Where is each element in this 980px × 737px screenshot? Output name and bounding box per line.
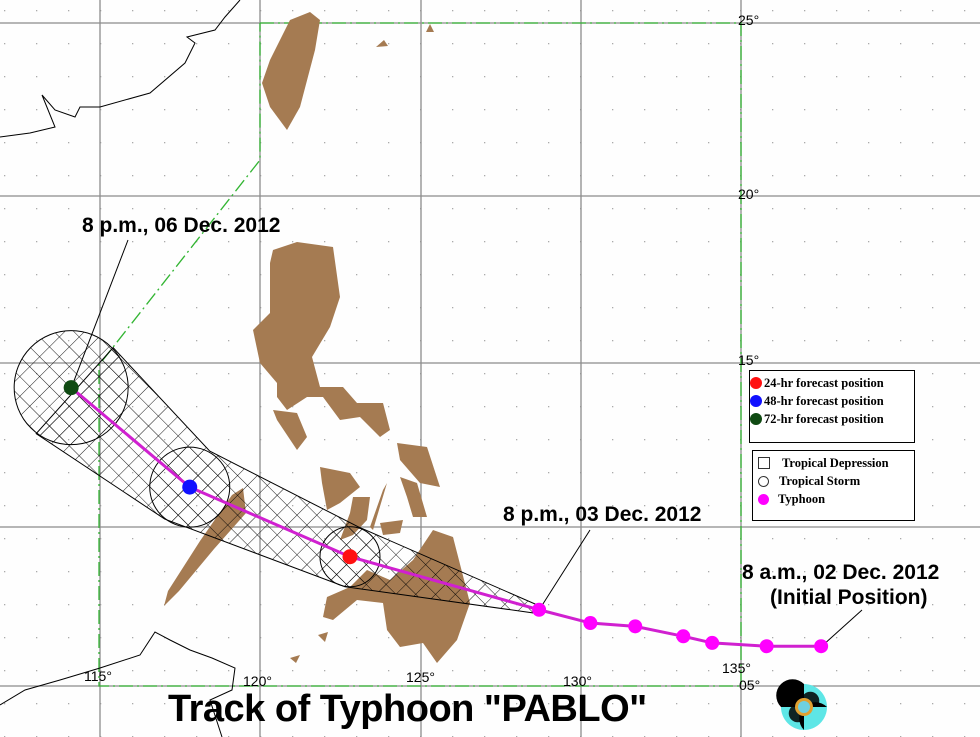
- leyte: [400, 477, 427, 517]
- legend-label: Tropical Depression: [782, 455, 889, 470]
- lon-label-130: 130°: [563, 673, 592, 689]
- legend-label: 72-hr forecast position: [764, 411, 884, 426]
- green-dot-icon: [750, 413, 762, 425]
- ryukyu-islands: [376, 24, 434, 47]
- circle-outline-icon: [758, 475, 769, 487]
- legend-item-tropical-storm: Tropical Storm: [753, 472, 914, 490]
- luzon: [253, 242, 390, 437]
- red-dot-icon: [750, 377, 762, 389]
- category-legend: Tropical Depression Tropical Storm Typho…: [752, 450, 915, 521]
- typhoon-position-marker: [676, 629, 691, 644]
- bohol: [380, 520, 403, 535]
- cone-envelope: [35, 346, 540, 615]
- coastline-china: [0, 0, 241, 737]
- typhoon-position-marker: [814, 639, 829, 654]
- lat-label-20: 20°: [738, 186, 760, 202]
- legend-item-48hr: 48-hr forecast position: [750, 392, 914, 410]
- pagasa-logo: [776, 679, 827, 730]
- lon-label-125: 125°: [406, 669, 435, 685]
- legend-item-72hr: 72-hr forecast position: [750, 410, 914, 428]
- legend-label: 48-hr forecast position: [764, 393, 884, 408]
- initial-position-label: 8 a.m., 02 Dec. 2012: [742, 561, 940, 584]
- taiwan: [262, 12, 320, 130]
- lat-label-15: 15°: [738, 352, 760, 368]
- initial-position-note: (Initial Position): [770, 586, 928, 609]
- lon-label-115: 115°: [84, 668, 112, 684]
- legend-label: 24-hr forecast position: [764, 375, 884, 390]
- cebu: [370, 483, 387, 530]
- forecast-legend: 24-hr forecast position 48-hr forecast p…: [749, 370, 915, 443]
- legend-label: Tropical Storm: [779, 473, 861, 488]
- par-boundary: [98, 22, 742, 687]
- current-position-label: 8 p.m., 03 Dec. 2012: [503, 503, 702, 526]
- typhoon-position-marker: [628, 619, 643, 634]
- sulu-islands: [290, 632, 328, 663]
- blue-dot-icon: [750, 395, 762, 407]
- panay: [320, 467, 360, 510]
- magenta-dot-icon: [758, 493, 769, 505]
- lon-label-135: 135°: [722, 660, 751, 676]
- mindoro: [273, 410, 307, 450]
- typhoon-position-marker: [759, 639, 774, 654]
- typhoon-position-marker: [583, 616, 598, 631]
- forecast-72hr-marker: [63, 380, 79, 396]
- lon-label-120: 120°: [243, 673, 272, 689]
- typhoon-position-marker: [705, 635, 720, 650]
- forecast-24hr-marker: [342, 549, 358, 565]
- legend-item-typhoon: Typhoon: [753, 490, 914, 508]
- forecast-48hr-marker: [182, 479, 198, 495]
- legend-label: Typhoon: [778, 491, 826, 506]
- square-outline-icon: [758, 457, 770, 469]
- annotation-leaders: [71, 239, 863, 647]
- samar: [397, 443, 440, 487]
- typhoon-position-marker: [532, 602, 547, 617]
- lat-label-25: 25°: [738, 12, 760, 28]
- storm-track: [63, 380, 829, 654]
- track-line: [70, 386, 822, 648]
- lat-label-05: 05°: [739, 677, 761, 693]
- map-title: Track of Typhoon "PABLO": [168, 688, 647, 730]
- legend-item-tropical-depression: Tropical Depression: [753, 454, 914, 472]
- forecast-72-label: 8 p.m., 06 Dec. 2012: [82, 214, 281, 237]
- legend-item-24hr: 24-hr forecast position: [750, 374, 914, 392]
